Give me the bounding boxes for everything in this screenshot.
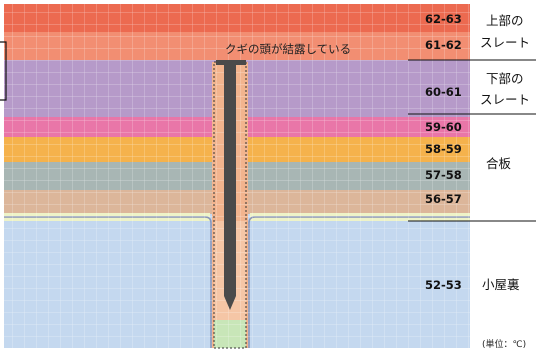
band-label: 58-59 bbox=[425, 142, 462, 156]
section-label-plywood: 合板 bbox=[486, 156, 512, 171]
section-label-lower-slate: スレート bbox=[480, 92, 530, 107]
band-label: 60-61 bbox=[425, 85, 462, 99]
nail-head bbox=[216, 60, 246, 65]
section-label-lower-slate: 下部の bbox=[486, 71, 524, 86]
band-label: 61-62 bbox=[425, 38, 462, 52]
left-bracket bbox=[0, 41, 7, 101]
band-label: 62-63 bbox=[425, 12, 462, 26]
band-label: 59-60 bbox=[425, 120, 462, 134]
band-label: 57-58 bbox=[425, 168, 462, 182]
nail-shank bbox=[224, 65, 236, 310]
nail-annotation: クギの頭が結露している bbox=[225, 42, 351, 56]
unit-label: (単位：℃) bbox=[482, 338, 526, 350]
band-label: 52-53 bbox=[425, 278, 462, 292]
section-label-upper-slate: スレート bbox=[480, 35, 530, 50]
band-label: 56-57 bbox=[425, 192, 462, 206]
section-label-attic: 小屋裏 bbox=[482, 277, 520, 292]
section-label-upper-slate: 上部の bbox=[486, 13, 524, 28]
